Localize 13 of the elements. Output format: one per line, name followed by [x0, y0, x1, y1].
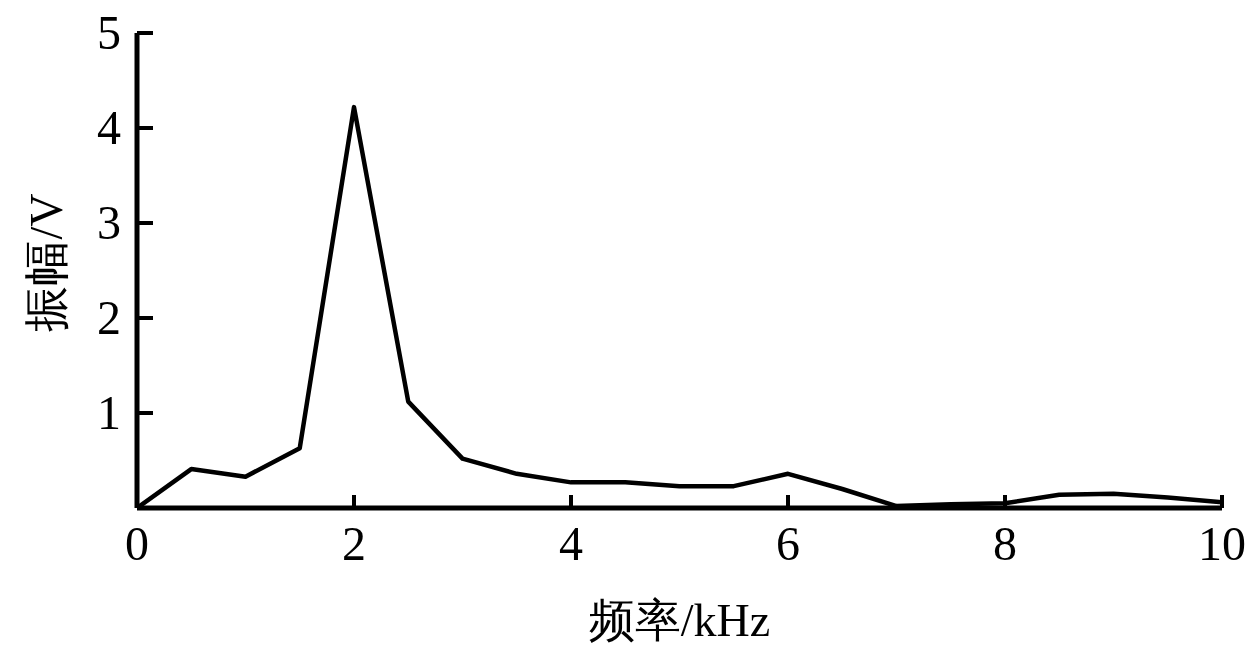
x-tick-label: 2	[342, 517, 366, 570]
x-tick-label: 10	[1198, 517, 1246, 570]
y-tick-label: 5	[97, 6, 121, 59]
y-tick-label: 1	[97, 386, 121, 439]
x-tick-label: 6	[776, 517, 800, 570]
x-tick-label: 0	[125, 517, 149, 570]
x-tick-label: 8	[993, 517, 1017, 570]
y-tick-label: 4	[97, 101, 121, 154]
y-axis-title: 振幅/V	[20, 193, 72, 332]
y-tick-label: 2	[97, 291, 121, 344]
y-tick-label: 3	[97, 196, 121, 249]
x-axis-title: 频率/kHz	[588, 595, 771, 646]
x-tick-label: 4	[559, 517, 583, 570]
